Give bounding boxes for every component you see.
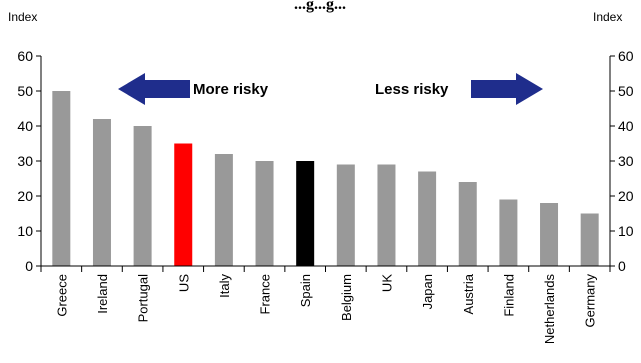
bar-austria — [459, 182, 477, 266]
left-tick-label: 50 — [17, 83, 33, 99]
left-arrow-icon — [118, 73, 190, 105]
bar-italy — [215, 154, 233, 266]
left-axis-unit: Index — [8, 10, 37, 24]
category-label: Belgium — [339, 274, 354, 321]
left-tick-label: 20 — [17, 188, 33, 204]
more-risky-annotation: More risky — [118, 73, 269, 105]
bar-netherlands — [540, 203, 558, 266]
category-label: Ireland — [95, 274, 110, 314]
bar-belgium — [337, 165, 355, 267]
right-tick-label: 30 — [618, 153, 634, 169]
category-labels: Greece Ireland Portugal US Italy France Spain B… — [54, 273, 597, 344]
bar-spain — [296, 161, 314, 266]
bar-finland — [499, 200, 517, 267]
category-label: Germany — [583, 274, 598, 328]
right-arrow-icon — [471, 73, 543, 105]
chart-title: ...g...g... — [294, 0, 346, 13]
left-tick-label: 40 — [17, 118, 33, 134]
bar-greece — [52, 91, 70, 266]
left-tick-label: 30 — [17, 153, 33, 169]
bar-france — [256, 161, 274, 266]
category-label: Greece — [54, 274, 69, 317]
bar-ireland — [93, 119, 111, 266]
right-tick-label: 20 — [618, 188, 634, 204]
right-tick-label: 50 — [618, 83, 634, 99]
category-label: Spain — [298, 274, 313, 307]
category-label: Portugal — [136, 274, 151, 323]
bar-us — [174, 144, 192, 267]
right-tick-label: 60 — [618, 48, 634, 64]
bar-uk — [377, 165, 395, 267]
category-label: Italy — [217, 274, 232, 298]
left-tick-label: 10 — [17, 223, 33, 239]
left-tick-label: 60 — [17, 48, 33, 64]
right-tick-label: 40 — [618, 118, 634, 134]
bar-japan — [418, 172, 436, 267]
category-label: US — [176, 274, 191, 292]
bars — [52, 91, 598, 266]
category-label: UK — [379, 274, 394, 292]
right-tick-label: 0 — [618, 258, 626, 274]
right-tick-label: 10 — [618, 223, 634, 239]
bar-portugal — [134, 126, 152, 266]
category-label: Netherlands — [542, 274, 557, 345]
more-risky-label: More risky — [193, 81, 269, 98]
category-label: Finland — [501, 274, 516, 317]
less-risky-annotation: Less risky — [375, 73, 543, 105]
less-risky-label: Less risky — [375, 81, 449, 98]
left-tick-label: 0 — [25, 258, 33, 274]
left-y-axis: 0 10 20 30 40 50 60 — [17, 48, 41, 274]
bar-germany — [581, 214, 599, 267]
right-y-axis: 0 10 20 30 40 50 60 — [610, 48, 634, 274]
x-axis — [41, 266, 610, 272]
category-label: France — [258, 274, 273, 314]
right-axis-unit: Index — [593, 10, 622, 24]
category-label: Japan — [420, 274, 435, 309]
category-label: Austria — [461, 273, 476, 314]
